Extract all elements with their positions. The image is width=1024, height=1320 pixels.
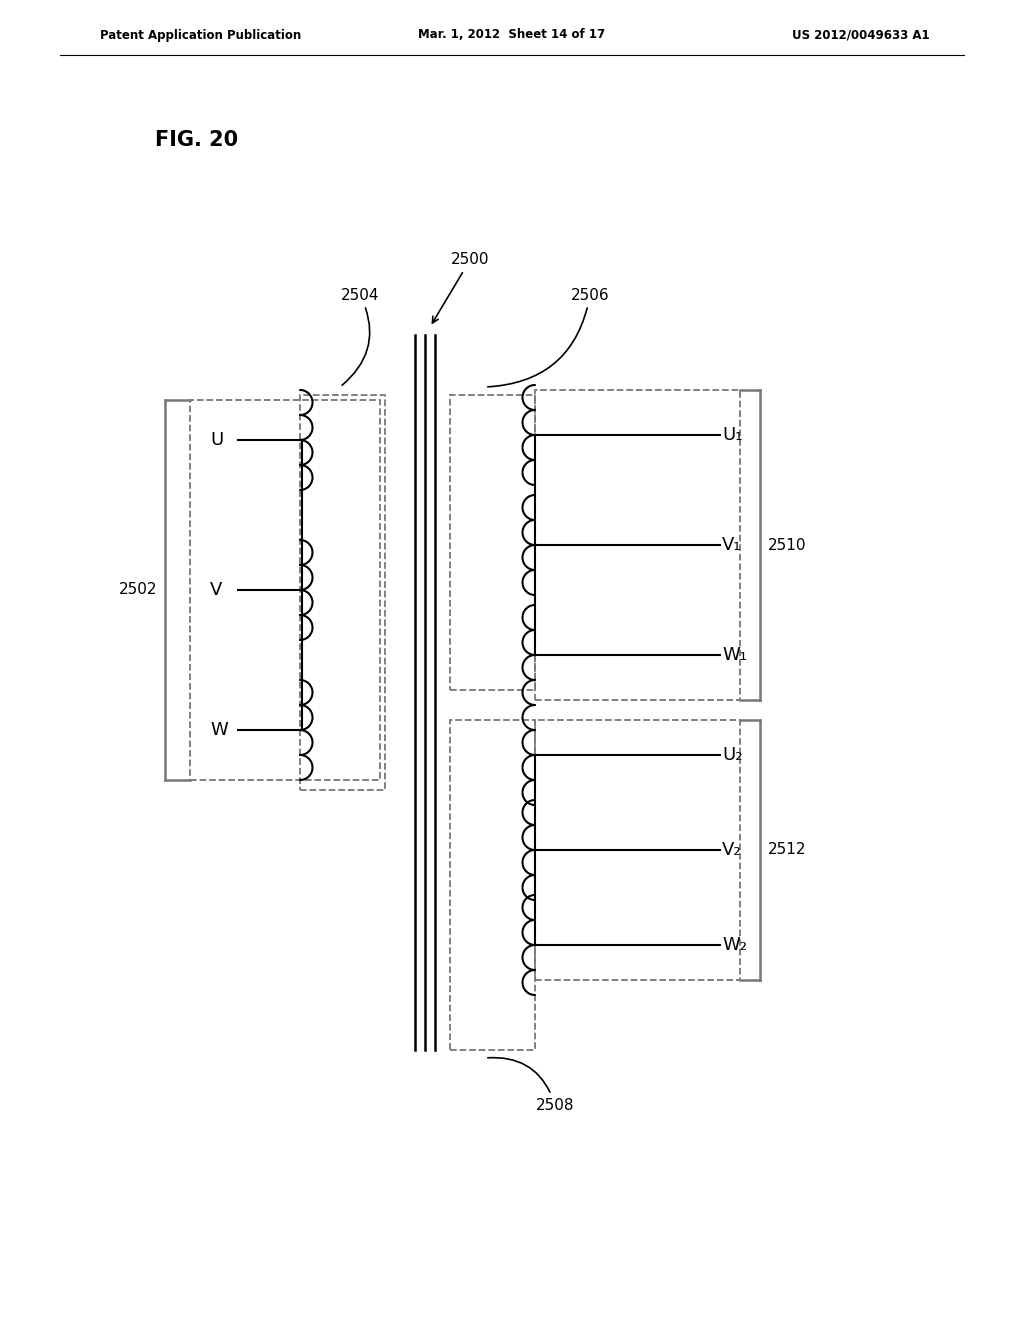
Text: Mar. 1, 2012  Sheet 14 of 17: Mar. 1, 2012 Sheet 14 of 17 (419, 29, 605, 41)
Text: U: U (210, 432, 223, 449)
Text: 2506: 2506 (487, 288, 609, 387)
Bar (450, 395, 535, 690)
Text: U₂: U₂ (722, 746, 742, 764)
Text: 2508: 2508 (487, 1057, 574, 1113)
Text: 2512: 2512 (768, 842, 807, 858)
Bar (300, 395, 385, 789)
Text: V: V (210, 581, 222, 599)
Text: V₂: V₂ (722, 841, 741, 859)
Bar (190, 400, 380, 780)
Text: 2510: 2510 (768, 537, 807, 553)
Text: US 2012/0049633 A1: US 2012/0049633 A1 (793, 29, 930, 41)
Text: V₁: V₁ (722, 536, 741, 554)
Text: 2502: 2502 (119, 582, 157, 598)
Text: U₁: U₁ (722, 426, 742, 444)
Text: W₂: W₂ (722, 936, 746, 954)
Text: W: W (210, 721, 227, 739)
Bar (535, 719, 740, 979)
Text: W₁: W₁ (722, 645, 746, 664)
Bar (450, 719, 535, 1049)
Text: FIG. 20: FIG. 20 (155, 129, 239, 150)
Text: 2500: 2500 (432, 252, 489, 323)
Text: 2504: 2504 (341, 288, 379, 385)
Text: Patent Application Publication: Patent Application Publication (100, 29, 301, 41)
Bar (535, 389, 740, 700)
